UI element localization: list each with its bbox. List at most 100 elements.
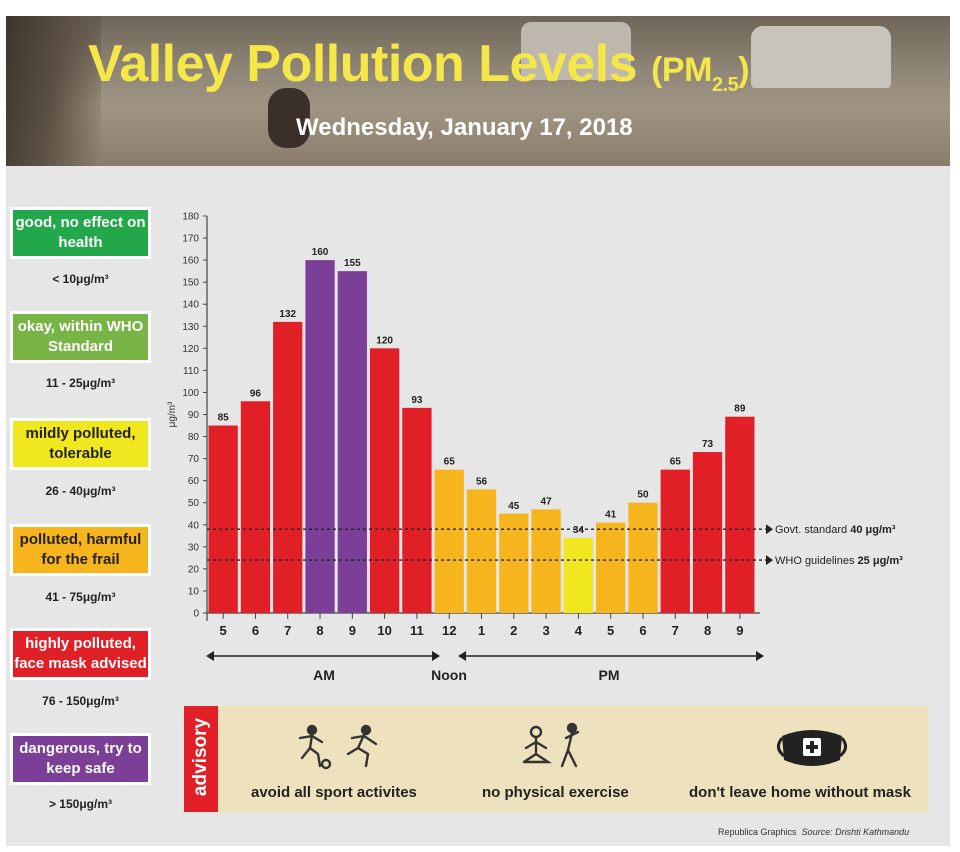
bar xyxy=(208,425,238,613)
credit-line: Republica Graphics Source: Drishti Kathm… xyxy=(718,827,909,837)
x-tick-label: 5 xyxy=(220,623,227,638)
y-tick-label: 20 xyxy=(188,564,200,575)
legend-label: okay, within WHO Standard xyxy=(17,318,144,355)
bar-value-label: 34 xyxy=(573,525,585,536)
y-tick-label: 130 xyxy=(182,322,199,333)
advisory-panel: advisory avoid all sport activites no ph… xyxy=(184,706,928,812)
bar xyxy=(240,401,271,613)
legend-range: 76 - 150μg/m³ xyxy=(42,694,119,708)
date-subtitle: Wednesday, January 17, 2018 xyxy=(296,114,633,141)
advisory-sports-text: avoid all sport activites xyxy=(251,784,417,801)
x-tick-label: 4 xyxy=(575,623,583,638)
x-tick-label: 8 xyxy=(316,623,323,638)
reference-label: Govt. standard 40 μg/m³ xyxy=(775,524,896,536)
exercise-icon xyxy=(522,722,580,768)
bar-value-label: 160 xyxy=(312,247,329,258)
y-tick-label: 140 xyxy=(182,300,199,311)
credit-publisher: Republica Graphics xyxy=(718,827,797,837)
infographic-card: Valley Pollution Levels (PM2.5) Wednesda… xyxy=(6,16,950,846)
x-tick-label: 2 xyxy=(510,623,517,638)
x-tick-label: 3 xyxy=(542,623,549,638)
pollution-bar-chart: 0102030405060708090100110120130140150160… xyxy=(167,212,903,684)
credit-source: Source: Drishti Kathmandu xyxy=(801,827,910,837)
advisory-tab: advisory xyxy=(184,706,218,812)
car-photo-detail xyxy=(521,22,631,80)
legend-high: highly polluted, face mask advised xyxy=(10,628,151,680)
y-tick-label: 150 xyxy=(182,278,199,289)
legend-good: good, no effect on health xyxy=(10,207,151,259)
bar xyxy=(466,489,497,613)
pm-arrow-right xyxy=(756,651,764,661)
header-banner: Valley Pollution Levels (PM2.5) Wednesda… xyxy=(6,16,950,166)
bar-value-label: 120 xyxy=(376,335,393,346)
legend-label: dangerous, try to keep safe xyxy=(19,740,142,777)
bar-value-label: 89 xyxy=(734,404,746,415)
x-tick-label: 6 xyxy=(639,623,646,638)
y-tick-label: 90 xyxy=(188,410,200,421)
sports-icon xyxy=(298,724,378,770)
bar xyxy=(337,271,367,613)
y-tick-label: 0 xyxy=(193,609,199,620)
page-title: Valley Pollution Levels (PM2.5) xyxy=(88,34,750,97)
x-tick-label: 5 xyxy=(607,623,614,638)
bar-value-label: 85 xyxy=(218,413,230,424)
y-tick-label: 120 xyxy=(182,344,199,355)
bar xyxy=(628,502,658,613)
y-tick-label: 10 xyxy=(188,586,200,597)
legend-label: mildly polluted, tolerable xyxy=(25,425,136,462)
bar xyxy=(660,469,690,613)
x-tick-label: 1 xyxy=(478,623,485,638)
reference-label: WHO guidelines 25 μg/m³ xyxy=(775,555,903,567)
bar-value-label: 56 xyxy=(476,476,488,487)
x-tick-label: 8 xyxy=(704,623,711,638)
x-tick-label: 10 xyxy=(377,623,391,638)
bar xyxy=(273,321,303,613)
y-axis-label: μg/m³ xyxy=(167,401,178,427)
am-arrow-left xyxy=(206,651,214,661)
bar-value-label: 50 xyxy=(637,490,649,501)
y-tick-label: 40 xyxy=(188,520,200,531)
title-pm-subscript: 2.5 xyxy=(711,74,739,96)
legend-range: 41 - 75μg/m³ xyxy=(45,590,116,604)
x-tick-label: 7 xyxy=(672,623,679,638)
bar xyxy=(596,522,626,613)
bar xyxy=(499,513,529,613)
bar xyxy=(531,509,561,613)
legend-label: good, no effect on health xyxy=(15,214,146,251)
bar-value-label: 45 xyxy=(508,501,520,512)
legend-range: < 10μg/m³ xyxy=(52,272,109,286)
mask-icon xyxy=(777,730,847,766)
reference-arrow xyxy=(766,524,773,535)
bar-value-label: 65 xyxy=(444,457,456,468)
bar-value-label: 41 xyxy=(605,510,617,521)
y-tick-label: 170 xyxy=(182,234,199,245)
y-tick-label: 70 xyxy=(188,454,200,465)
car-photo-detail xyxy=(751,26,891,88)
title-close-paren: ) xyxy=(738,51,750,89)
motorbike-photo-detail xyxy=(268,88,310,148)
bar-value-label: 73 xyxy=(702,439,714,450)
railing-photo-detail xyxy=(6,16,101,166)
pm-label: PM xyxy=(599,667,620,683)
road-photo-backdrop xyxy=(6,106,950,166)
legend-range: > 150μg/m³ xyxy=(48,797,113,811)
y-tick-label: 100 xyxy=(182,388,199,399)
y-tick-label: 160 xyxy=(182,256,199,267)
bar-value-label: 47 xyxy=(541,496,553,507)
legend-label: polluted, harmful for the frail xyxy=(19,531,142,568)
x-tick-label: 6 xyxy=(252,623,259,638)
x-tick-label: 9 xyxy=(349,623,356,638)
legend-range: 11 - 25μg/m³ xyxy=(45,376,116,390)
legend-label: highly polluted, face mask advised xyxy=(14,635,147,672)
bar xyxy=(725,416,755,613)
bar-value-label: 93 xyxy=(411,395,423,406)
bar xyxy=(563,538,594,613)
legend-dangerous: dangerous, try to keep safe xyxy=(10,733,151,785)
legend-range: 26 - 40μg/m³ xyxy=(45,484,116,498)
am-label: AM xyxy=(313,667,335,683)
bar-value-label: 65 xyxy=(670,457,682,468)
legend-mild: mildly polluted, tolerable xyxy=(10,418,151,470)
title-pm: (PM xyxy=(651,51,712,89)
advisory-tab-label: advisory xyxy=(190,717,211,797)
x-tick-label: 11 xyxy=(410,623,424,638)
